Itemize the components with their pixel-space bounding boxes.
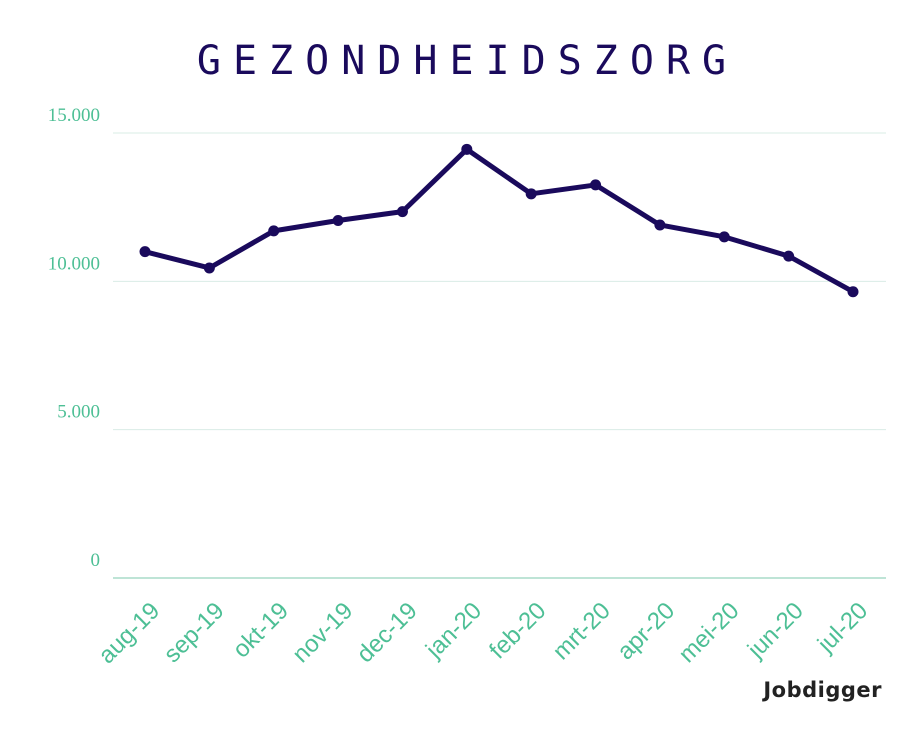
series-line [142,146,856,295]
x-tick-label: mrt-20 [548,597,616,665]
data-point [461,143,473,155]
x-axis-ticks: aug-19sep-19okt-19nov-19dec-19jan-20feb-… [93,597,873,669]
x-tick-label: feb-20 [484,597,551,664]
x-tick-label: okt-19 [228,597,294,663]
jobdigger-logo: Jobdigger [763,678,882,702]
x-tick-label: sep-19 [159,597,230,668]
data-point [654,219,666,231]
y-tick-label: 15.000 [48,105,100,126]
data-point [718,231,730,243]
x-tick-label: mei-20 [674,597,745,668]
series-healthcare [139,143,859,298]
y-tick-label: 0 [91,550,101,571]
x-tick-label: aug-19 [93,597,165,669]
data-point [332,215,344,227]
x-tick-label: apr-20 [612,597,680,665]
data-point [783,250,795,262]
data-point [525,188,537,200]
gridlines [113,132,886,579]
data-point [590,179,602,191]
data-point [268,225,280,237]
y-tick-label: 5.000 [57,402,100,423]
data-point [847,286,859,298]
x-tick-label: jun-20 [742,597,809,664]
x-tick-label: dec-19 [352,597,423,668]
chart-title: GEZONDHEIDSZORG [196,38,739,84]
data-point [203,262,215,274]
x-tick-label: nov-19 [287,597,358,668]
data-point [139,246,151,258]
x-tick-label: jan-20 [420,597,487,664]
data-point [396,206,408,218]
y-axis-ticks: 0 5.000 10.000 15.000 [48,105,100,571]
y-tick-label: 10.000 [48,253,100,274]
x-tick-label: jul-20 [812,597,873,658]
